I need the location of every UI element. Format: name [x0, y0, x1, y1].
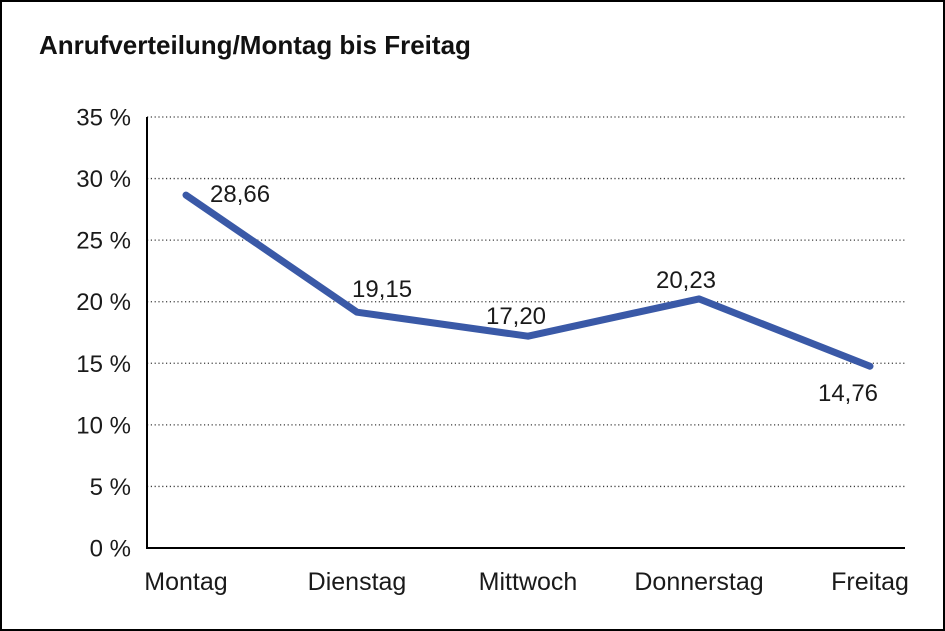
y-tick-label: 5 %: [90, 474, 131, 501]
x-axis-label: Freitag: [831, 568, 909, 596]
chart-title: Anrufverteilung/Montag bis Freitag: [39, 30, 471, 60]
data-label: 14,76: [818, 380, 878, 407]
y-tick-label: 10 %: [76, 412, 131, 439]
data-line: [182, 191, 874, 370]
data-label: 17,20: [486, 303, 546, 330]
data-label: 20,23: [656, 267, 716, 294]
x-axis-label: Dienstag: [308, 568, 407, 596]
y-tick-label: 35 %: [76, 105, 131, 132]
x-axis-label: Donnerstag: [634, 568, 763, 596]
y-tick-label: 25 %: [76, 228, 131, 255]
x-axis-label: Mittwoch: [479, 568, 578, 596]
y-tick-label: 0 %: [90, 536, 131, 563]
y-tick-label: 30 %: [76, 166, 131, 193]
y-tick-label: 15 %: [76, 351, 131, 378]
y-tick-label: 20 %: [76, 289, 131, 316]
data-label: 28,66: [210, 181, 270, 208]
x-axis-label: Montag: [144, 568, 227, 596]
data-label: 19,15: [352, 276, 412, 303]
